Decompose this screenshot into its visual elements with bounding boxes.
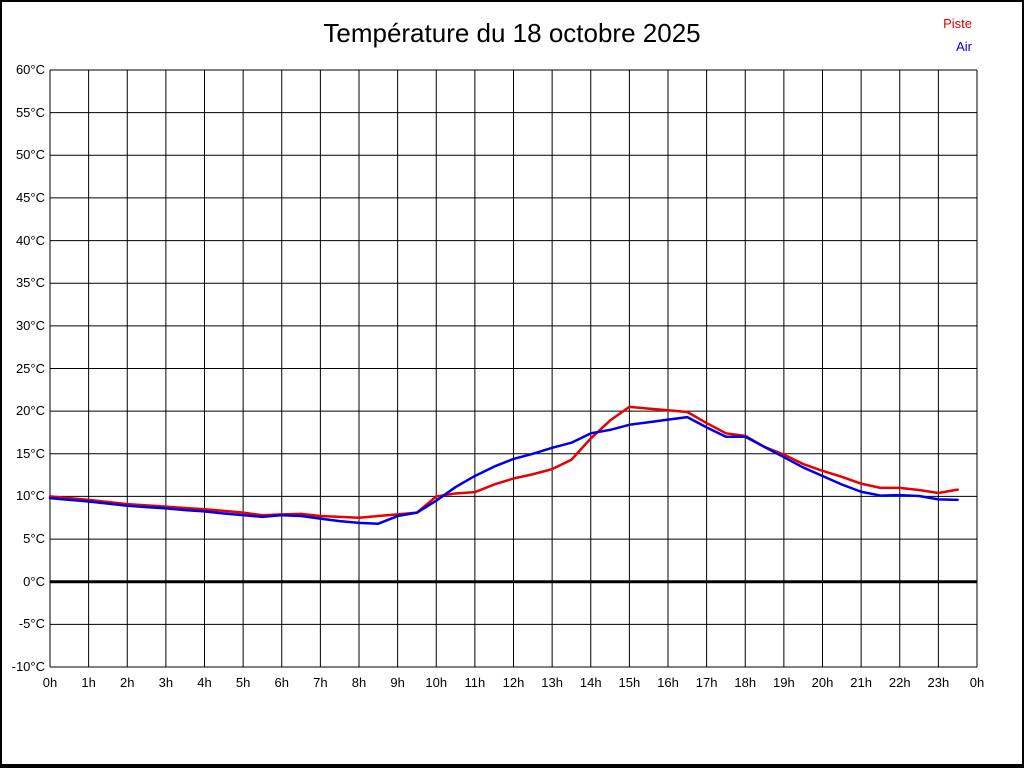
y-tick-label: 40°C (15, 232, 45, 248)
x-tick-label: 17h (695, 675, 718, 690)
y-tick-label: -5°C (18, 616, 45, 632)
x-tick-label: 8h (351, 675, 367, 690)
y-tick-label: 20°C (15, 403, 45, 419)
x-tick-label: 13h (541, 675, 563, 690)
x-tick-label: 1h (81, 675, 96, 690)
y-tick-label: 30°C (15, 317, 45, 333)
y-tick-label: 5°C (23, 531, 45, 547)
x-tick-label: 11h (464, 675, 486, 690)
y-tick-label: 45°C (15, 189, 45, 205)
y-tick-label: 0°C (23, 573, 45, 589)
x-tick-label: 14h (579, 675, 602, 690)
x-tick-label: 19h (773, 675, 795, 690)
x-tick-label: 23h (927, 675, 950, 690)
x-tick-label: 21h (850, 675, 872, 690)
y-tick-label: 50°C (15, 147, 45, 163)
x-tick-label: 3h (158, 675, 174, 690)
legend-item-air: Air (956, 39, 972, 54)
piste-line (48, 405, 959, 519)
x-tick-label: 12h (502, 675, 525, 690)
chart-title: Température du 18 octobre 2025 (323, 18, 701, 48)
x-tick-label: 0h (42, 675, 58, 690)
legend: Piste Air (943, 12, 972, 58)
air-line (48, 415, 959, 525)
x-tick-label: 15h (618, 675, 641, 690)
y-tick-label: 25°C (15, 360, 45, 376)
legend-item-piste: Piste (943, 16, 972, 31)
x-tick-label: 5h (235, 675, 251, 690)
x-tick-label: 22h (888, 675, 911, 690)
y-tick-label: -10°C (11, 659, 45, 674)
y-tick-label: 55°C (15, 104, 45, 120)
x-tick-label: 9h (390, 675, 405, 690)
x-tick-label: 20h (811, 675, 834, 690)
x-tick-label: 4h (197, 675, 212, 690)
x-tick-label: 10h (425, 675, 448, 690)
x-tick-label: 6h (274, 675, 289, 690)
x-tick-label: 18h (734, 675, 757, 690)
x-tick-label: 7h (313, 675, 328, 690)
y-tick-label: 35°C (15, 275, 45, 291)
y-tick-label: 10°C (15, 488, 45, 504)
x-tick-label: 16h (657, 675, 679, 690)
y-tick-label: 15°C (15, 445, 45, 461)
x-tick-label: 0h (969, 675, 985, 690)
x-tick-label: 2h (120, 675, 135, 690)
y-tick-label: 60°C (15, 62, 45, 77)
